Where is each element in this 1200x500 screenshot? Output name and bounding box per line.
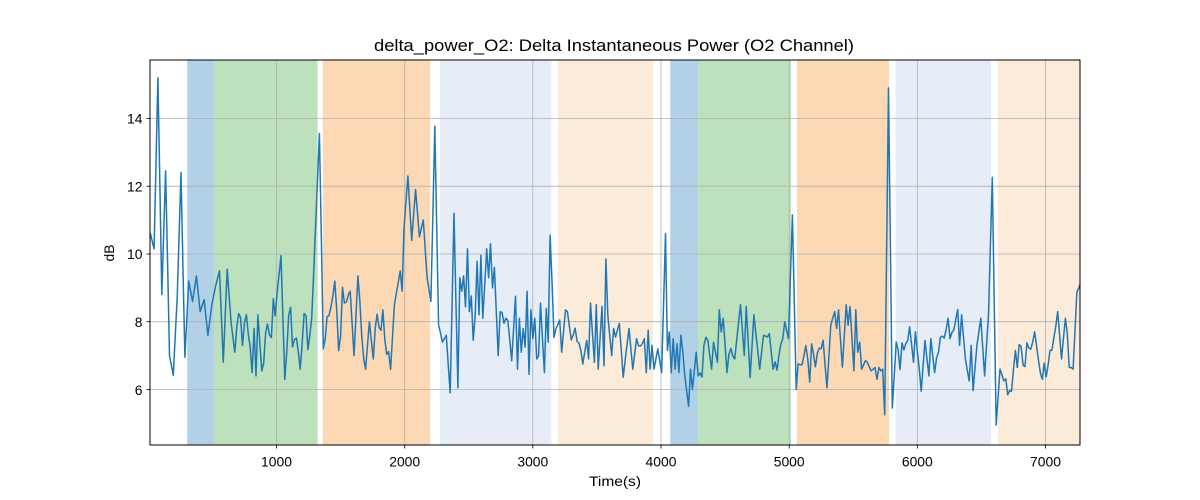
svg-text:5000: 5000 (774, 454, 805, 470)
svg-text:10: 10 (127, 246, 143, 262)
svg-text:delta_power_O2: Delta Instanta: delta_power_O2: Delta Instantaneous Powe… (374, 36, 854, 55)
svg-text:dB: dB (101, 245, 117, 262)
svg-text:14: 14 (127, 111, 143, 127)
svg-text:2000: 2000 (389, 454, 420, 470)
svg-text:12: 12 (127, 179, 143, 195)
svg-text:1000: 1000 (261, 454, 292, 470)
svg-text:6000: 6000 (902, 454, 933, 470)
svg-text:4000: 4000 (646, 454, 677, 470)
svg-text:8: 8 (135, 314, 143, 330)
svg-text:Time(s): Time(s) (589, 473, 641, 489)
svg-text:7000: 7000 (1030, 454, 1061, 470)
svg-text:6: 6 (135, 382, 143, 398)
svg-text:3000: 3000 (517, 454, 548, 470)
